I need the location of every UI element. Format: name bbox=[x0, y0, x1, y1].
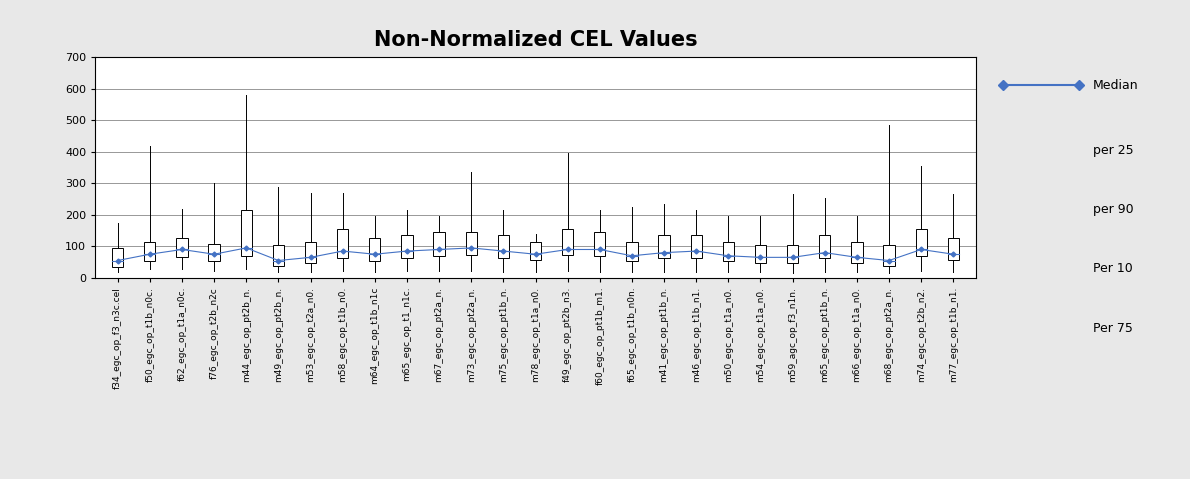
Bar bbox=[465, 232, 477, 255]
Bar bbox=[851, 241, 863, 262]
Bar bbox=[433, 232, 445, 256]
Bar bbox=[176, 239, 188, 257]
Bar bbox=[594, 232, 606, 256]
Text: Median: Median bbox=[1092, 79, 1139, 92]
Bar bbox=[562, 229, 574, 255]
Bar bbox=[690, 235, 702, 258]
Point bbox=[1072, 82, 1086, 88]
Bar bbox=[722, 241, 734, 262]
Bar bbox=[240, 210, 252, 256]
Text: per 90: per 90 bbox=[1092, 203, 1133, 217]
Bar bbox=[369, 239, 381, 262]
Bar bbox=[530, 241, 541, 260]
Point bbox=[996, 82, 1010, 88]
Bar bbox=[819, 235, 831, 258]
Bar bbox=[787, 245, 798, 262]
Text: Per 75: Per 75 bbox=[1092, 321, 1133, 335]
Bar bbox=[754, 245, 766, 262]
Text: per 25: per 25 bbox=[1092, 144, 1133, 157]
Bar bbox=[915, 229, 927, 256]
Bar bbox=[947, 239, 959, 260]
Bar bbox=[626, 241, 638, 262]
Bar bbox=[658, 235, 670, 258]
Bar bbox=[305, 241, 317, 262]
Bar bbox=[112, 248, 124, 267]
Line: 2 pts: 2 pts bbox=[1000, 82, 1083, 89]
Bar bbox=[337, 229, 349, 258]
Title: Non-Normalized CEL Values: Non-Normalized CEL Values bbox=[374, 30, 697, 50]
Text: Per 10: Per 10 bbox=[1092, 262, 1133, 275]
Bar bbox=[401, 235, 413, 258]
Bar bbox=[497, 235, 509, 258]
Bar bbox=[883, 245, 895, 266]
Bar bbox=[144, 241, 156, 261]
Bar bbox=[208, 244, 220, 261]
Bar bbox=[273, 245, 284, 266]
